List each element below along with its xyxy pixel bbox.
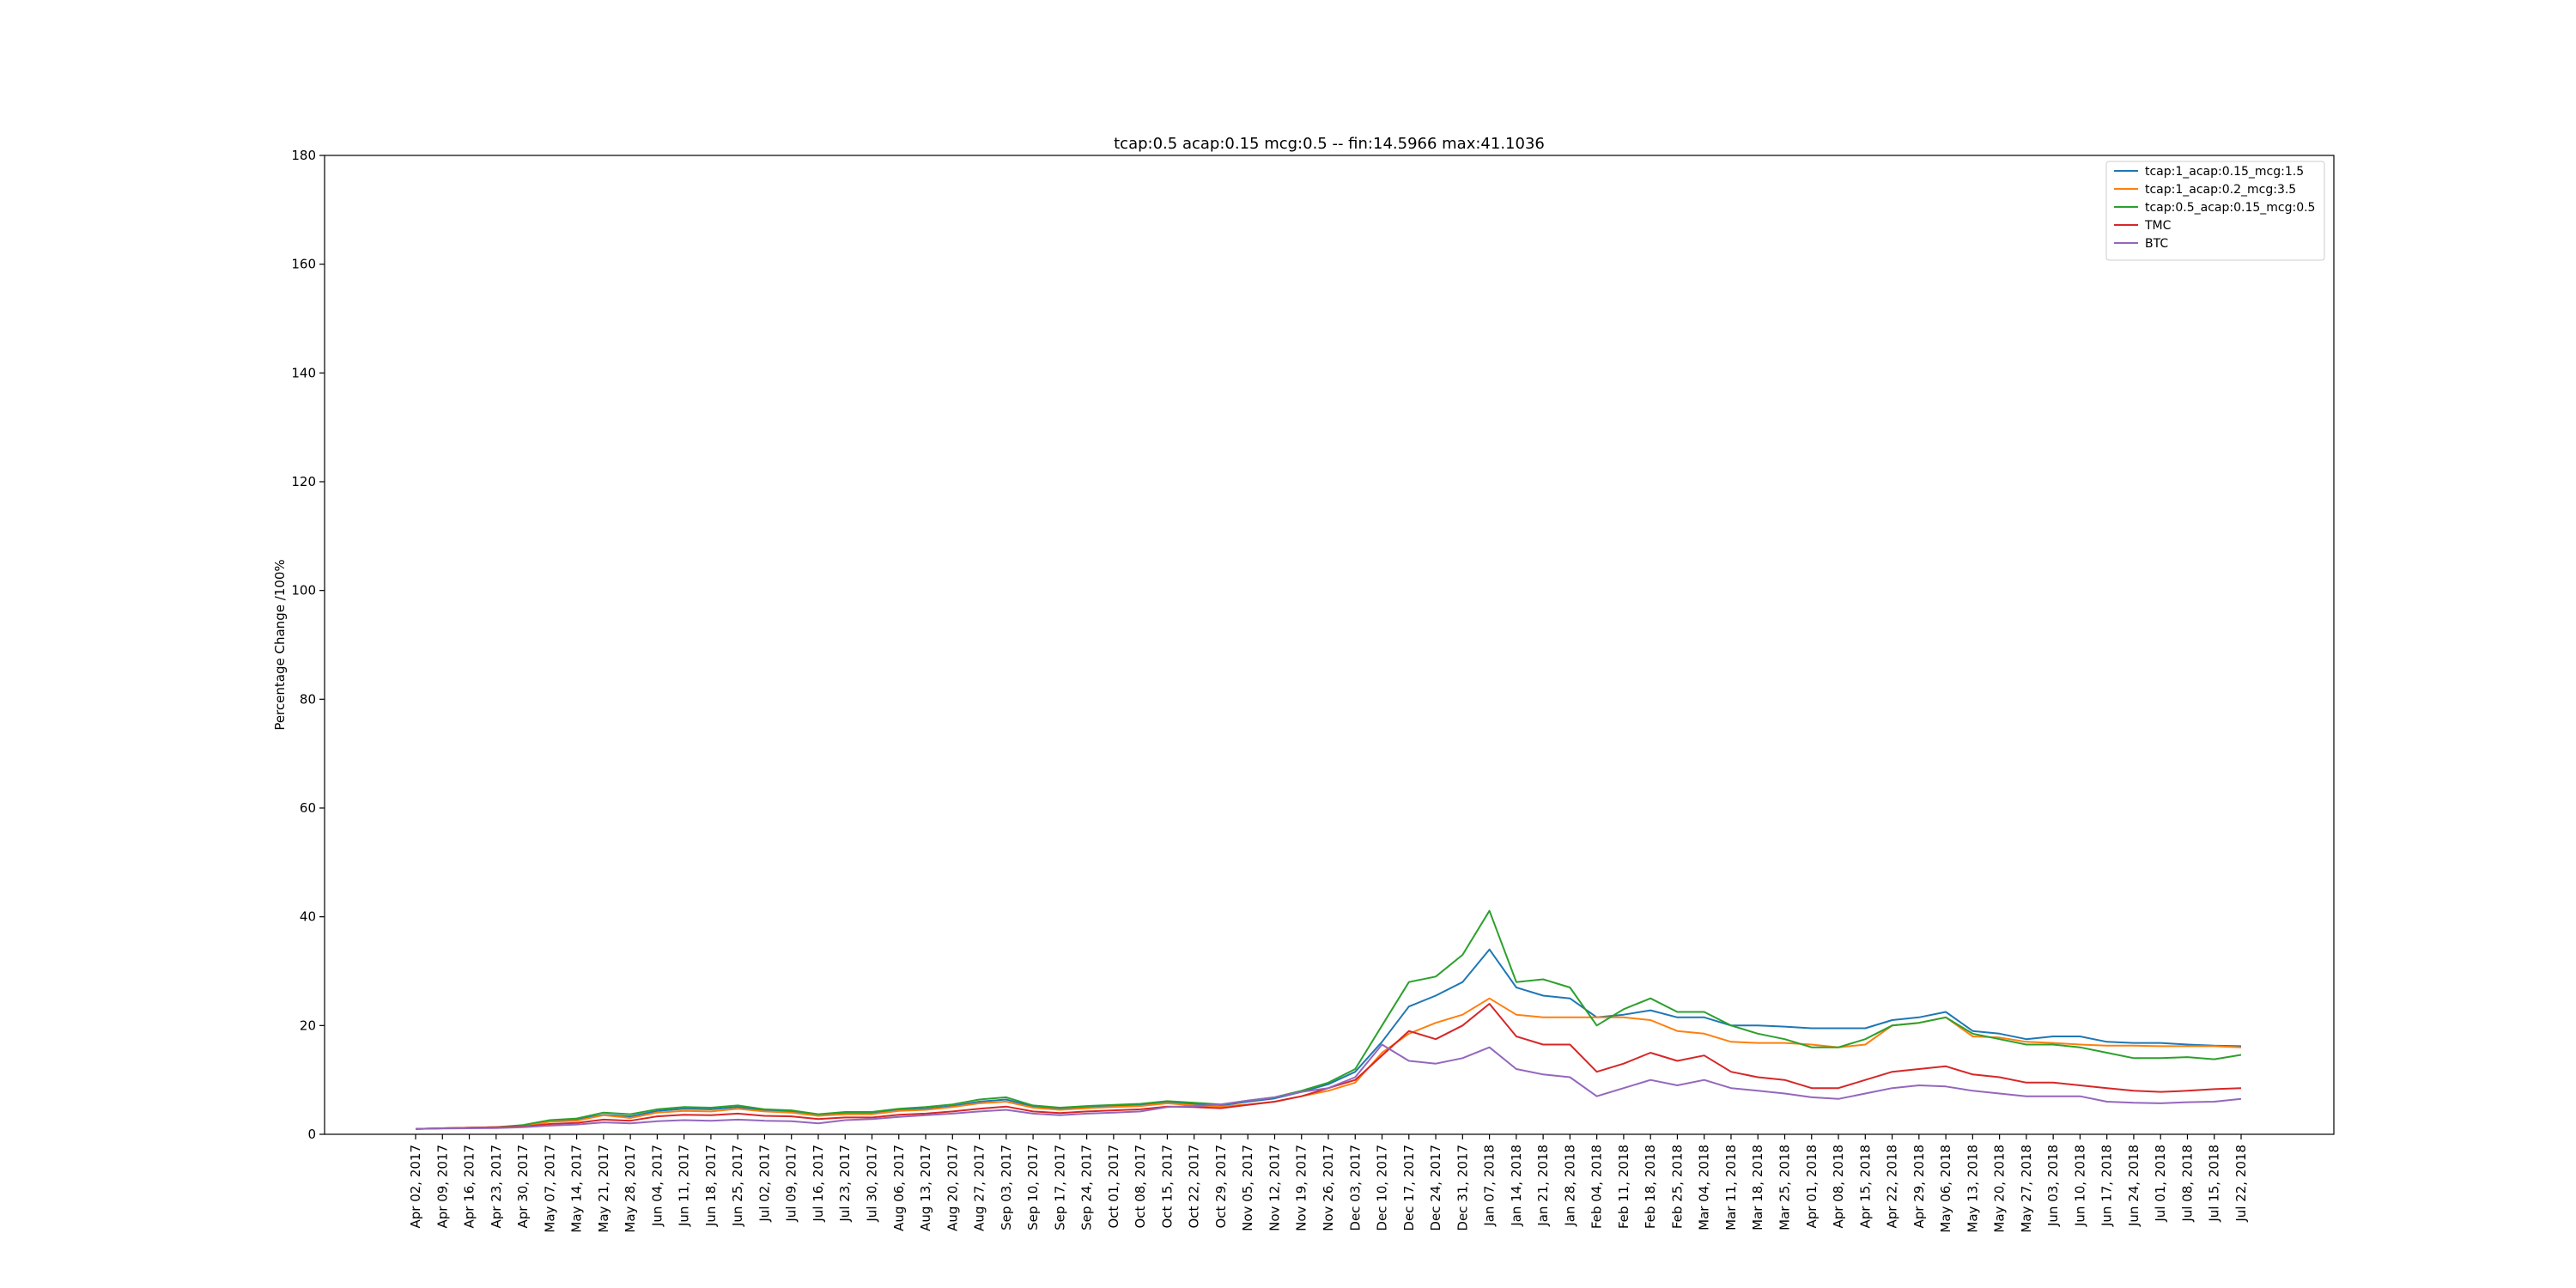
y-tick-label: 160 bbox=[291, 257, 316, 272]
x-tick-label: Oct 01, 2017 bbox=[1106, 1145, 1121, 1229]
x-tick-label: Aug 27, 2017 bbox=[972, 1145, 987, 1231]
legend-label: tcap:1_acap:0.15_mcg:1.5 bbox=[2145, 165, 2304, 179]
x-tick-label: Jan 07, 2018 bbox=[1482, 1145, 1498, 1227]
x-tick-label: May 20, 2018 bbox=[1992, 1145, 2008, 1233]
x-tick-label: Oct 08, 2017 bbox=[1133, 1145, 1148, 1229]
y-tick-label: 40 bbox=[300, 909, 316, 925]
x-tick-label: Mar 04, 2018 bbox=[1697, 1145, 1712, 1230]
x-tick-label: Jul 15, 2018 bbox=[2207, 1145, 2222, 1223]
x-axis: Apr 02, 2017 Apr 09, 2017 Apr 16, 2017 Apr … bbox=[408, 1134, 2249, 1233]
y-tick-label: 180 bbox=[291, 148, 316, 163]
x-tick-label: Jul 08, 2018 bbox=[2179, 1145, 2195, 1223]
x-tick-label: Aug 20, 2017 bbox=[945, 1145, 960, 1231]
x-tick-label: Jun 10, 2018 bbox=[2072, 1145, 2087, 1227]
x-tick-label: Jul 16, 2017 bbox=[811, 1145, 826, 1223]
x-tick-label: Feb 18, 2018 bbox=[1643, 1145, 1658, 1229]
x-tick-label: Mar 11, 2018 bbox=[1723, 1145, 1739, 1230]
y-tick-label: 60 bbox=[300, 800, 316, 816]
x-tick-label: Sep 10, 2017 bbox=[1025, 1145, 1041, 1230]
x-tick-label: Dec 24, 2017 bbox=[1428, 1145, 1443, 1231]
series-line-5 bbox=[415, 1043, 2242, 1130]
x-tick-label: Oct 22, 2017 bbox=[1187, 1145, 1202, 1229]
x-tick-label: Feb 25, 2018 bbox=[1669, 1145, 1685, 1229]
x-tick-label: Apr 22, 2018 bbox=[1885, 1145, 1900, 1229]
x-tick-label: May 21, 2017 bbox=[596, 1145, 611, 1233]
x-tick-label: Mar 18, 2018 bbox=[1750, 1145, 1765, 1230]
x-tick-label: Apr 30, 2017 bbox=[515, 1145, 531, 1229]
x-tick-label: Apr 08, 2018 bbox=[1831, 1145, 1846, 1229]
x-tick-label: Jan 14, 2018 bbox=[1509, 1145, 1524, 1227]
x-tick-label: May 13, 2018 bbox=[1965, 1145, 1980, 1233]
x-tick-label: Jun 17, 2018 bbox=[2099, 1145, 2115, 1227]
x-tick-label: Jan 21, 2018 bbox=[1535, 1145, 1551, 1227]
series-line-3 bbox=[415, 909, 2242, 1130]
x-tick-label: Aug 06, 2017 bbox=[891, 1145, 907, 1231]
x-tick-label: Jan 28, 2018 bbox=[1562, 1145, 1577, 1227]
x-tick-label: Feb 11, 2018 bbox=[1616, 1145, 1631, 1229]
x-tick-label: Jul 02, 2017 bbox=[756, 1145, 772, 1223]
x-tick-label: Jun 03, 2018 bbox=[2045, 1145, 2061, 1227]
x-tick-label: Jun 24, 2018 bbox=[2126, 1145, 2142, 1227]
x-tick-label: Sep 24, 2017 bbox=[1079, 1145, 1095, 1230]
x-tick-label: Jun 25, 2017 bbox=[730, 1145, 745, 1227]
x-tick-label: Aug 13, 2017 bbox=[918, 1145, 933, 1231]
x-tick-label: Jul 23, 2017 bbox=[837, 1145, 853, 1223]
x-tick-label: Feb 04, 2018 bbox=[1589, 1145, 1605, 1229]
legend-label: tcap:1_acap:0.2_mcg:3.5 bbox=[2145, 183, 2296, 197]
x-tick-label: Dec 17, 2017 bbox=[1401, 1145, 1417, 1231]
x-tick-label: Apr 02, 2017 bbox=[408, 1145, 423, 1229]
legend-label: BTC bbox=[2145, 237, 2168, 251]
x-tick-label: Dec 03, 2017 bbox=[1347, 1145, 1363, 1231]
y-tick-label: 100 bbox=[291, 583, 316, 598]
x-tick-label: May 28, 2017 bbox=[623, 1145, 638, 1233]
y-tick-label: 80 bbox=[300, 691, 316, 707]
x-tick-label: Dec 31, 2017 bbox=[1455, 1145, 1470, 1231]
x-tick-label: Mar 25, 2018 bbox=[1777, 1145, 1793, 1230]
x-tick-label: Nov 19, 2017 bbox=[1294, 1145, 1309, 1231]
x-tick-label: Dec 10, 2017 bbox=[1375, 1145, 1390, 1231]
x-tick-label: Sep 17, 2017 bbox=[1052, 1145, 1067, 1230]
x-tick-label: Apr 09, 2017 bbox=[434, 1145, 450, 1229]
x-tick-label: Apr 15, 2018 bbox=[1857, 1145, 1873, 1229]
x-tick-label: Apr 23, 2017 bbox=[489, 1145, 504, 1229]
y-tick-label: 0 bbox=[307, 1127, 316, 1142]
x-tick-label: May 14, 2017 bbox=[569, 1145, 585, 1233]
x-tick-label: May 07, 2017 bbox=[542, 1145, 557, 1233]
x-tick-label: Oct 15, 2017 bbox=[1159, 1145, 1175, 1229]
y-tick-label: 140 bbox=[291, 365, 316, 380]
x-tick-label: Nov 12, 2017 bbox=[1267, 1145, 1282, 1231]
x-tick-label: Jun 11, 2017 bbox=[677, 1145, 692, 1227]
x-tick-label: Nov 26, 2017 bbox=[1321, 1145, 1336, 1231]
chart-title: tcap:0.5 acap:0.15 mcg:0.5 -- fin:14.596… bbox=[1114, 135, 1545, 153]
x-tick-label: May 27, 2018 bbox=[2019, 1145, 2034, 1233]
x-tick-label: Jul 30, 2017 bbox=[865, 1145, 880, 1223]
x-tick-label: Jul 01, 2018 bbox=[2153, 1145, 2168, 1223]
x-tick-label: Apr 29, 2018 bbox=[1911, 1145, 1927, 1229]
x-tick-label: Sep 03, 2017 bbox=[999, 1145, 1014, 1230]
series-line-1 bbox=[415, 948, 2242, 1130]
x-tick-label: Jun 04, 2017 bbox=[649, 1145, 665, 1227]
x-tick-label: Apr 16, 2017 bbox=[462, 1145, 477, 1229]
x-tick-label: Jun 18, 2017 bbox=[703, 1145, 719, 1227]
plot-frame bbox=[324, 155, 2335, 1135]
legend: tcap:1_acap:0.15_mcg:1.5 tcap:1_acap:0.2_… bbox=[2105, 161, 2325, 261]
x-tick-label: Oct 29, 2017 bbox=[1213, 1145, 1229, 1229]
series-lines bbox=[415, 909, 2242, 1130]
x-tick-label: Nov 05, 2017 bbox=[1240, 1145, 1255, 1231]
legend-label: tcap:0.5_acap:0.15_mcg:0.5 bbox=[2145, 201, 2315, 215]
x-tick-label: May 06, 2018 bbox=[1938, 1145, 1953, 1233]
x-tick-label: Jul 22, 2018 bbox=[2233, 1145, 2249, 1223]
y-axis-label: Percentage Change /100% bbox=[272, 559, 288, 730]
x-tick-label: Apr 01, 2018 bbox=[1804, 1145, 1820, 1229]
legend-label: TMC bbox=[2144, 219, 2172, 233]
x-tick-label: Jul 09, 2017 bbox=[784, 1145, 799, 1223]
legend-box bbox=[2105, 161, 2325, 261]
y-tick-label: 120 bbox=[291, 474, 316, 489]
y-axis: 0 20 40 60 80 100 120 140 160 180 bbox=[291, 148, 325, 1142]
y-tick-label: 20 bbox=[300, 1018, 316, 1033]
